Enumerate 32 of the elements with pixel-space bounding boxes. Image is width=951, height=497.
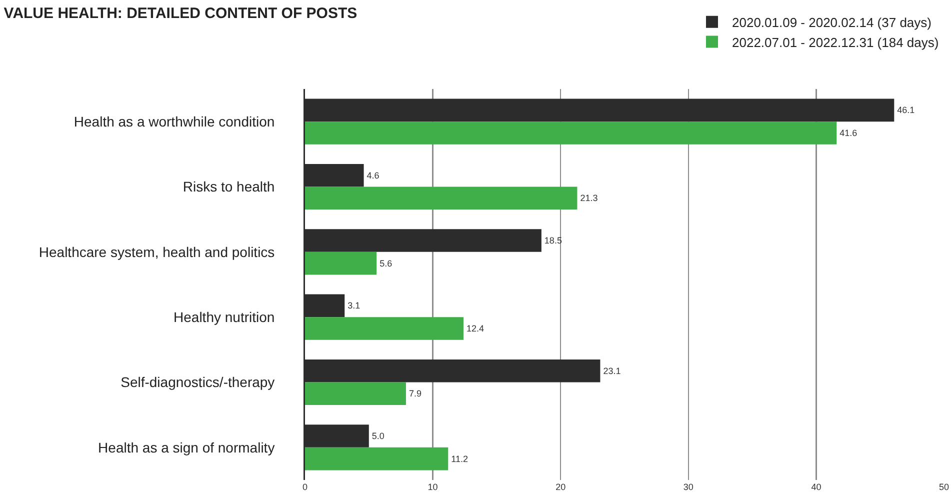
y-tick-label: Health as a sign of normality [98, 439, 275, 456]
y-tick-label: Risks to health [182, 178, 275, 195]
data-label: 7.9 [408, 388, 422, 399]
bar [305, 317, 464, 340]
x-tick-label: 10 [428, 482, 438, 492]
bar [305, 447, 448, 470]
y-tick-label: Healthy nutrition [174, 308, 275, 325]
legend-label: 2020.01.09 - 2020.02.14 (37 days) [732, 14, 932, 30]
data-label: 12.4 [466, 323, 484, 334]
x-tick-label: 40 [811, 482, 822, 492]
y-tick-label: Health as a worthwhile condition [74, 113, 275, 130]
x-tick-label: 30 [683, 482, 694, 492]
x-tick-label: 50 [938, 482, 950, 492]
data-label: 41.6 [840, 128, 858, 138]
bar [305, 252, 377, 275]
data-label: 4.6 [366, 170, 380, 180]
y-tick-label: Healthcare system, health and politics [38, 244, 275, 260]
y-tick-label: Self-diagnostics/-therapy [120, 374, 275, 390]
data-label: 46.1 [897, 105, 915, 116]
x-tick-label: 20 [556, 482, 566, 492]
text: VALUE HEALTH: DETAILED CONTENT OF POSTS [4, 4, 358, 22]
data-label: 3.1 [348, 300, 360, 311]
data-label: 23.1 [603, 366, 621, 376]
bar [305, 186, 578, 210]
legend-label: 2022.07.01 - 2022.12.31 (184 days) [732, 34, 939, 50]
bar [305, 382, 406, 406]
data-label: 11.2 [451, 454, 468, 464]
data-label: 5.6 [380, 258, 392, 268]
data-label: 5.0 [372, 431, 384, 442]
bar [305, 122, 837, 144]
x-tick-label: 0 [302, 482, 308, 492]
data-label: 21.3 [580, 193, 598, 204]
